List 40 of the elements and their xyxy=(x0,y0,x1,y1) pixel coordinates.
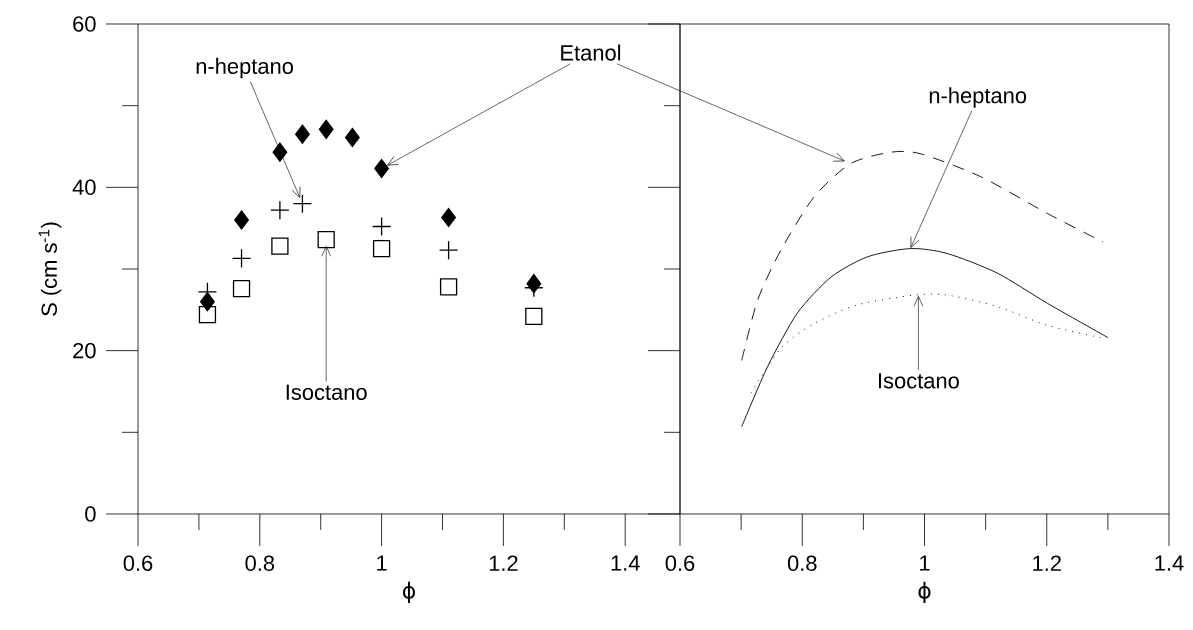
point xyxy=(270,200,290,220)
x-tick-label: 1 xyxy=(920,555,930,571)
annotation: Isoctano xyxy=(286,384,367,400)
point xyxy=(317,230,335,249)
point xyxy=(295,124,310,144)
x-tick-label: 0.8 xyxy=(245,555,275,572)
x-tick-label: 1 xyxy=(377,555,387,571)
point xyxy=(525,307,543,325)
y-tick-label: 40 xyxy=(72,179,96,196)
point xyxy=(438,240,459,260)
x-axis-title: ϕ xyxy=(402,581,415,604)
x-tick-label: 1.4 xyxy=(611,555,640,571)
point xyxy=(374,158,389,179)
annotation: Isoctano xyxy=(878,373,959,389)
annotation: n-heptano xyxy=(929,87,1027,108)
x-tick-label: 1.4 xyxy=(1155,555,1184,571)
x-axis-title: ϕ xyxy=(918,581,931,604)
annotation: n-heptano xyxy=(196,57,293,79)
x-tick-label: 0.6 xyxy=(123,555,153,572)
y-tick-label: 0 xyxy=(85,506,96,522)
point xyxy=(371,216,392,237)
annotation: Etanol xyxy=(561,44,621,61)
y-axis-title: S (cm s$^{-1}$) xyxy=(38,222,62,316)
point xyxy=(292,194,313,214)
point xyxy=(231,248,252,269)
point xyxy=(271,237,289,255)
point xyxy=(234,210,249,230)
x-tick-label: 1.2 xyxy=(489,555,518,571)
x-tick-label: 1.2 xyxy=(1033,555,1061,571)
point xyxy=(439,278,458,296)
x-tick-label: 0.8 xyxy=(787,555,817,572)
point xyxy=(198,306,217,324)
point xyxy=(372,239,391,258)
y-tick-label: 60 xyxy=(73,16,96,32)
point xyxy=(232,279,251,298)
y-tick-label: 20 xyxy=(73,342,96,359)
point xyxy=(344,127,360,148)
point xyxy=(441,207,456,228)
point xyxy=(318,119,334,139)
x-tick-label: 0.6 xyxy=(665,555,695,572)
